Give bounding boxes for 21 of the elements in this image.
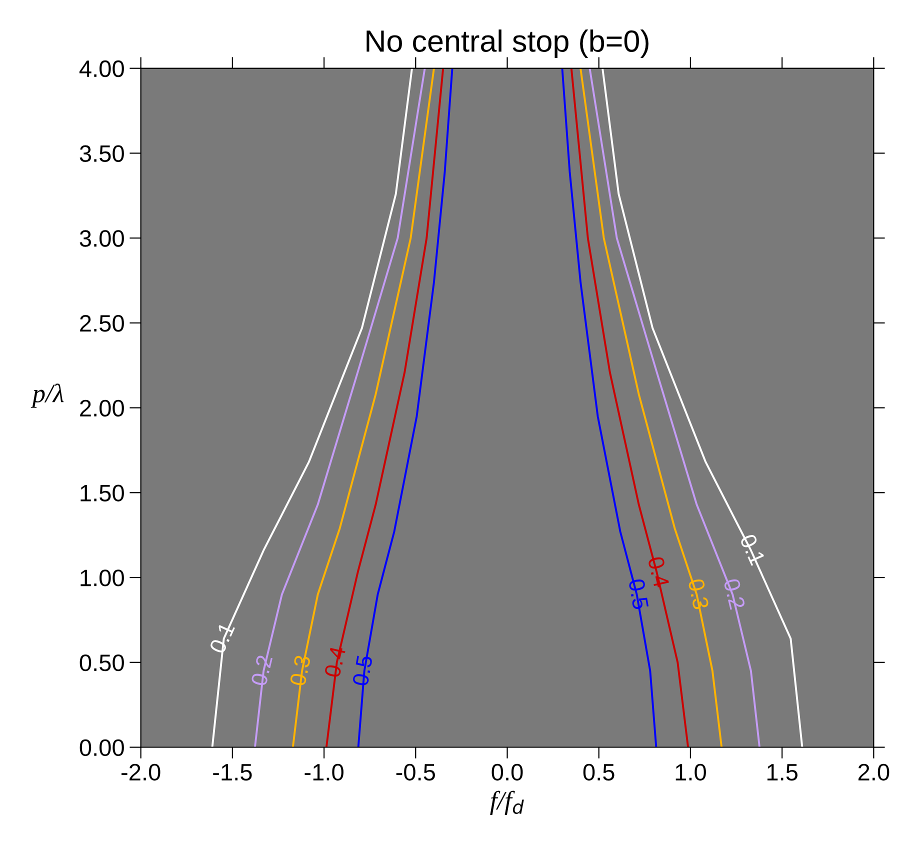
- x-tick-label: 2.0: [858, 764, 890, 781]
- x-tick-label: -1.5: [213, 764, 252, 781]
- y-tick-label: 2.00: [80, 400, 124, 417]
- y-tick-label: 4.00: [79, 60, 124, 78]
- y-tick-label: 0.50: [80, 654, 124, 672]
- y-tick-label: 3.00: [80, 230, 124, 247]
- x-tick-label: 1.5: [767, 764, 798, 781]
- x-tick-label: -0.5: [396, 764, 435, 781]
- x-tick-label: -1.0: [304, 764, 344, 781]
- y-tick-label: 0.00: [80, 739, 124, 756]
- x-tick-label: 0.0: [492, 764, 523, 781]
- y-tick-label: 2.50: [80, 314, 124, 332]
- chart-title: No central stop (b=0): [366, 30, 648, 58]
- y-axis-title: p/λ: [30, 384, 64, 408]
- x-tick-label: 0.5: [583, 764, 614, 781]
- y-tick-label: 3.50: [80, 145, 124, 162]
- x-tick-label: 1.0: [676, 764, 706, 781]
- y-tick-label: 1.00: [80, 570, 124, 586]
- x-axis-title: f/f$_{d}$: [490, 790, 524, 815]
- y-tick-label: 1.50: [80, 484, 124, 502]
- x-tick-label: -2.0: [122, 764, 160, 781]
